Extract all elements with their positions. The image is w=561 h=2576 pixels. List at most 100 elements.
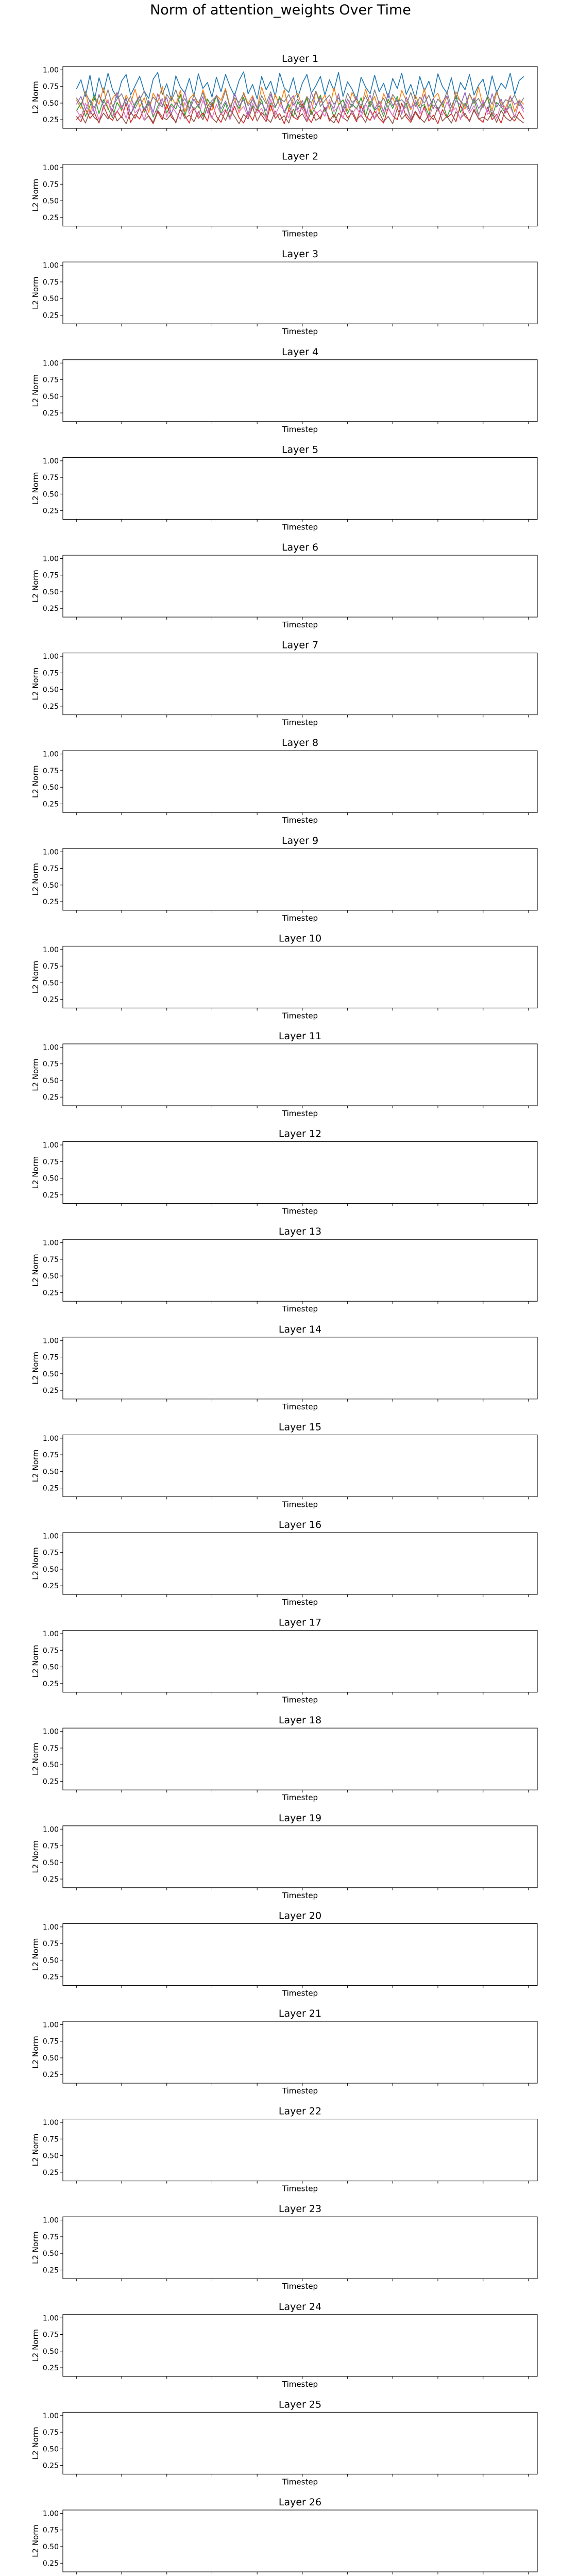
panel-layer-26: Layer 260.250.500.751.000102030405060708… [31, 2497, 538, 2574]
axes-frame [62, 1337, 538, 1400]
panel-layer-7: Layer 7 0.25 0.50 0.75 1.00 Timestep L2 Norm [31, 640, 538, 727]
panel-layer-12: Layer 12 0.25 0.50 0.75 1.00 Timestep L2 Norm [31, 1128, 538, 1216]
y-tick-label: 0.25 [43, 1875, 59, 1884]
y-tick-label: 0.50 [43, 1859, 59, 1867]
y-axis-label: L2 Norm [31, 179, 40, 212]
y-tick-label: 0.25 [43, 703, 59, 711]
y-axis-label: L2 Norm [31, 2329, 40, 2362]
x-axis-label: Timestep [282, 2380, 318, 2389]
panel-title: Layer 20 [279, 1910, 321, 1921]
panel-layer-8: Layer 8 0.25 0.50 0.75 1.00 Timestep L2 Norm [31, 737, 538, 825]
y-axis-label: L2 Norm [31, 1254, 40, 1287]
panel-title: Layer 11 [279, 1031, 321, 1042]
y-tick-label: 0.25 [43, 2169, 59, 2177]
axes-frame [62, 261, 538, 324]
axes-frame [62, 1434, 538, 1497]
x-axis-label: Timestep [282, 2477, 318, 2486]
figure-title: Norm of attention_weights Over Time [150, 2, 411, 18]
panel-layer-10: Layer 10 0.25 0.50 0.75 1.00 Timestep L2 Norm [31, 933, 538, 1020]
y-axis-label: L2 Norm [31, 1156, 40, 1189]
y-tick-label: 0.50 [43, 979, 59, 987]
y-axis-label: L2 Norm [31, 765, 40, 798]
panel-title: Layer 9 [282, 835, 318, 846]
y-tick-label: 1.00 [43, 2412, 59, 2420]
axes-frame [62, 2509, 538, 2572]
y-tick-label: 0.75 [43, 2038, 59, 2046]
panel-layer-9: Layer 9 0.25 0.50 0.75 1.00 Timestep L2 Norm [31, 835, 538, 923]
y-tick-label: 1.00 [43, 1630, 59, 1638]
y-tick-label: 0.75 [43, 2429, 59, 2437]
x-axis-label: Timestep [282, 229, 318, 239]
y-tick-label: 0.25 [43, 409, 59, 418]
y-axis-label: L2 Norm [31, 1352, 40, 1385]
panel-layer-13: Layer 13 0.25 0.50 0.75 1.00 Timestep L2 Norm [31, 1226, 538, 1314]
axes-frame [62, 66, 538, 129]
y-tick-label: 0.25 [43, 1680, 59, 1688]
y-axis-label: L2 Norm [31, 668, 40, 701]
y-axis-label: L2 Norm [31, 1742, 40, 1775]
y-tick-label: 0.50 [43, 2152, 59, 2160]
y-axis-label: L2 Norm [31, 1645, 40, 1678]
panel-title: Layer 5 [282, 444, 318, 455]
x-axis-label: Timestep [282, 1988, 318, 1998]
axes-frame [62, 457, 538, 520]
y-tick-label: 0.75 [43, 669, 59, 677]
panel-layer-19: Layer 19 0.25 0.50 0.75 1.00 Timestep L2 Norm [31, 1813, 538, 1900]
y-tick-label: 0.50 [43, 1761, 59, 1769]
y-tick-label: 0.25 [43, 2560, 59, 2568]
y-tick-label: 0.25 [43, 116, 59, 124]
x-axis-label: Timestep [282, 1696, 318, 1705]
y-tick-label: 0.25 [43, 214, 59, 222]
panel-layer-15: Layer 15 0.25 0.50 0.75 1.00 Timestep L2 Norm [31, 1421, 538, 1509]
panel-layer-5: Layer 5 0.25 0.50 0.75 1.00 Timestep L2 Norm [31, 444, 538, 531]
series-line [76, 89, 524, 109]
y-tick-label: 0.50 [43, 1175, 59, 1183]
y-axis-label: L2 Norm [31, 2036, 40, 2069]
y-tick-label: 0.75 [43, 83, 59, 91]
y-tick-label: 0.75 [43, 1940, 59, 1948]
y-axis-label: L2 Norm [31, 863, 40, 896]
panel-layer-20: Layer 20 0.25 0.50 0.75 1.00 Timestep L2 Norm [31, 1910, 538, 1998]
y-tick-label: 0.50 [43, 2054, 59, 2063]
y-tick-label: 0.25 [43, 1387, 59, 1395]
axes-frame [62, 1239, 538, 1302]
y-axis-label: L2 Norm [31, 1547, 40, 1580]
x-axis-label: Timestep [282, 913, 318, 923]
y-tick-label: 0.75 [43, 2233, 59, 2241]
y-tick-label: 0.75 [43, 1549, 59, 1557]
y-tick-label: 1.00 [43, 653, 59, 661]
axes-frame [62, 1727, 538, 1790]
y-tick-label: 0.50 [43, 490, 59, 498]
y-tick-label: 1.00 [43, 2314, 59, 2322]
axes-frame [62, 2412, 538, 2474]
panel-title: Layer 6 [282, 542, 318, 553]
panel-title: Layer 16 [279, 1519, 321, 1531]
y-tick-label: 0.25 [43, 605, 59, 613]
y-tick-label: 1.00 [43, 2509, 59, 2518]
y-tick-label: 0.75 [43, 1060, 59, 1069]
panel-title: Layer 3 [282, 248, 318, 260]
y-tick-label: 0.75 [43, 572, 59, 580]
y-tick-label: 1.00 [43, 751, 59, 759]
y-tick-label: 0.75 [43, 767, 59, 775]
axes-frame [62, 750, 538, 813]
panel-layer-22: Layer 22 0.25 0.50 0.75 1.00 Timestep L2 Norm [31, 2106, 538, 2193]
axes-frame [62, 848, 538, 911]
series-line [76, 71, 524, 101]
y-tick-label: 0.75 [43, 2331, 59, 2339]
y-tick-label: 0.50 [43, 1077, 59, 1085]
y-tick-label: 0.75 [43, 1451, 59, 1459]
panel-title: Layer 21 [279, 2008, 321, 2019]
panel-layer-24: Layer 24 0.25 0.50 0.75 1.00 Timestep L2 Norm [31, 2301, 538, 2389]
panel-layer-14: Layer 14 0.25 0.50 0.75 1.00 Timestep L2 Norm [31, 1324, 538, 1411]
y-axis-label: L2 Norm [31, 276, 40, 309]
y-tick-label: 0.75 [43, 1256, 59, 1264]
axes-frame [62, 2314, 538, 2377]
panel-title: Layer 19 [279, 1813, 321, 1824]
x-axis-label: Timestep [282, 522, 318, 531]
x-axis-label: Timestep [282, 718, 318, 727]
y-axis-label: L2 Norm [31, 1938, 40, 1971]
x-axis-label: Timestep [282, 2086, 318, 2096]
x-axis-label: Timestep [282, 131, 318, 141]
